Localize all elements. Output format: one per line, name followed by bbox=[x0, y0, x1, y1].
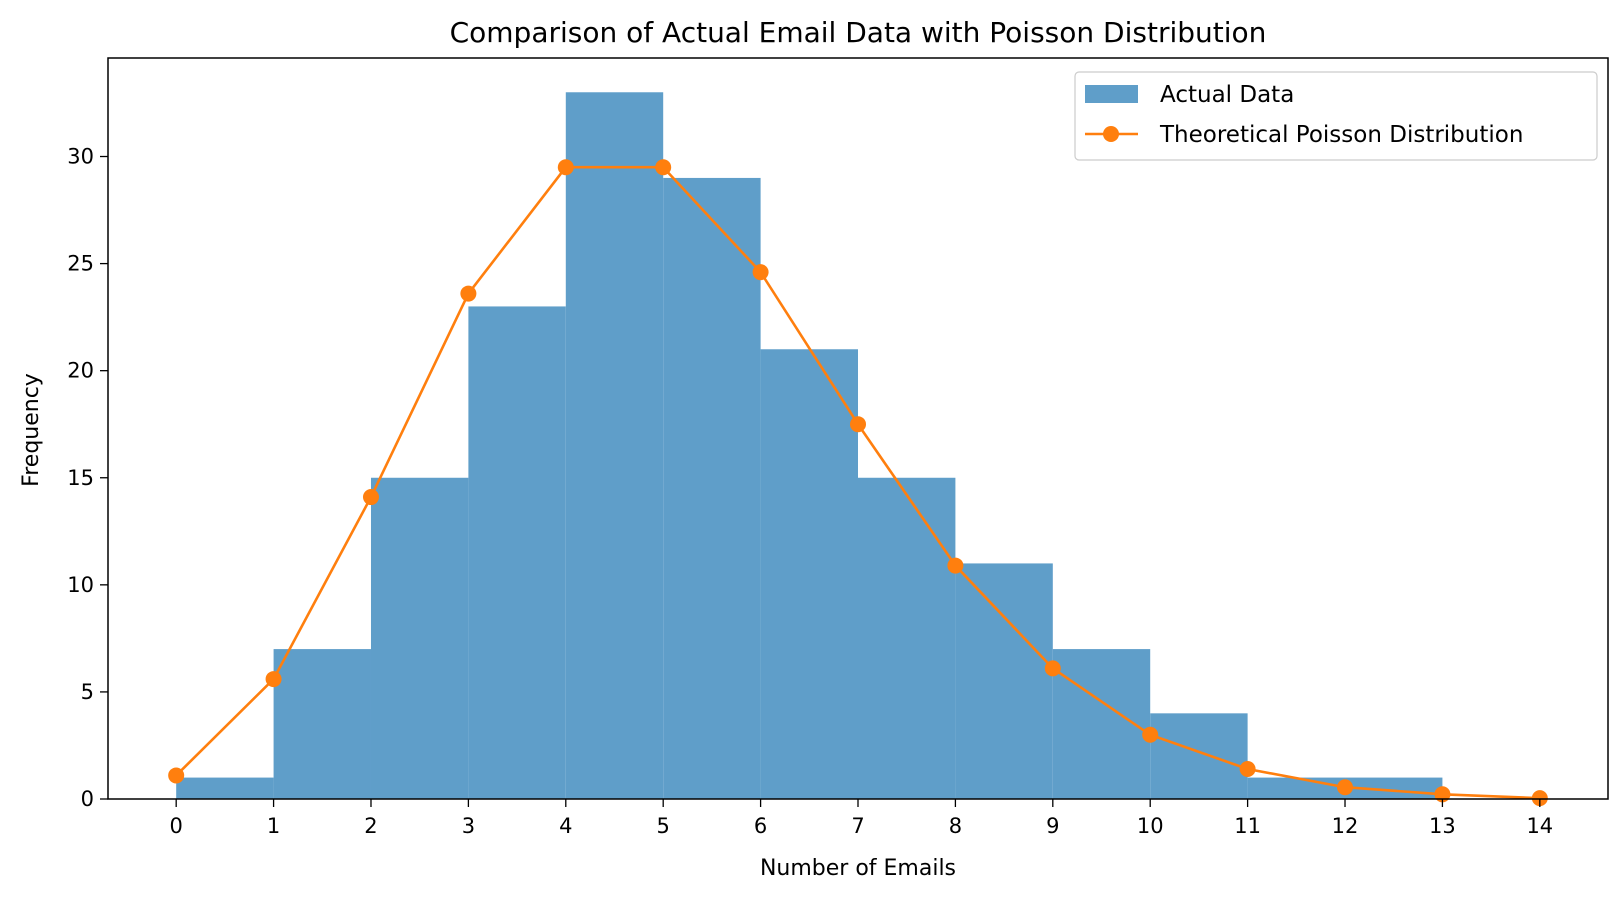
histogram-bar bbox=[760, 349, 858, 799]
poisson-point bbox=[1337, 779, 1354, 796]
poisson-point bbox=[752, 264, 769, 281]
poisson-point bbox=[1044, 660, 1061, 677]
x-tick-label: 13 bbox=[1429, 814, 1456, 838]
histogram-bar bbox=[370, 477, 469, 799]
y-tick-label: 15 bbox=[67, 466, 94, 490]
poisson-point bbox=[1239, 761, 1256, 778]
y-tick-label: 25 bbox=[67, 252, 94, 276]
histogram-bars bbox=[176, 92, 1443, 800]
histogram-bar bbox=[663, 177, 761, 799]
histogram-bar bbox=[176, 777, 274, 799]
legend-swatch-actual-data bbox=[1085, 85, 1138, 103]
histogram-bar bbox=[565, 92, 664, 800]
poisson-point bbox=[850, 416, 866, 433]
y-axis-label: Frequency bbox=[19, 373, 44, 487]
y-axis-ticks: 0 5 10 15 20 25 30 bbox=[67, 145, 108, 811]
poisson-point bbox=[557, 159, 574, 176]
poisson-point bbox=[1531, 790, 1548, 807]
poisson-point bbox=[655, 159, 672, 176]
poisson-point bbox=[1142, 726, 1159, 743]
legend-label-poisson: Theoretical Poisson Distribution bbox=[1159, 122, 1523, 148]
y-tick-label: 0 bbox=[81, 787, 94, 811]
x-tick-label: 0 bbox=[169, 814, 182, 838]
x-tick-label: 1 bbox=[267, 814, 280, 838]
x-tick-label: 9 bbox=[1046, 814, 1059, 838]
x-tick-label: 10 bbox=[1137, 814, 1164, 838]
histogram-bar bbox=[273, 649, 371, 799]
x-tick-label: 8 bbox=[949, 814, 962, 838]
poisson-point bbox=[265, 671, 282, 688]
x-tick-label: 6 bbox=[754, 814, 767, 838]
poisson-point bbox=[362, 489, 379, 506]
y-tick-label: 5 bbox=[81, 680, 94, 704]
x-tick-label: 14 bbox=[1526, 814, 1553, 838]
histogram-bar bbox=[1150, 713, 1248, 799]
histogram-bar bbox=[955, 563, 1053, 799]
poisson-point bbox=[460, 285, 477, 302]
histogram-bar bbox=[1247, 777, 1346, 799]
poisson-point bbox=[168, 767, 185, 784]
chart-title: Comparison of Actual Email Data with Poi… bbox=[450, 16, 1267, 49]
y-tick-label: 20 bbox=[67, 359, 94, 383]
y-tick-label: 30 bbox=[67, 145, 94, 169]
x-tick-label: 5 bbox=[657, 814, 670, 838]
x-axis-label: Number of Emails bbox=[760, 856, 956, 881]
y-tick-label: 10 bbox=[67, 573, 94, 597]
x-tick-label: 4 bbox=[559, 814, 572, 838]
x-tick-label: 2 bbox=[364, 814, 377, 838]
histogram-bar bbox=[468, 306, 566, 799]
legend-swatch-poisson-marker bbox=[1103, 126, 1119, 142]
x-tick-label: 12 bbox=[1332, 814, 1359, 838]
x-tick-label: 7 bbox=[851, 814, 864, 838]
poisson-point bbox=[947, 557, 964, 574]
x-axis-ticks: 0 1 2 3 4 5 6 7 8 9 10 11 12 13 14 bbox=[169, 799, 1553, 838]
legend: Actual Data Theoretical Poisson Distribu… bbox=[1074, 71, 1598, 161]
x-tick-label: 3 bbox=[462, 814, 475, 838]
legend-label-actual-data: Actual Data bbox=[1160, 82, 1294, 108]
legend-box bbox=[1074, 71, 1598, 161]
x-tick-label: 11 bbox=[1234, 814, 1261, 838]
poisson-series bbox=[168, 159, 1548, 807]
histogram-bar bbox=[858, 477, 956, 799]
